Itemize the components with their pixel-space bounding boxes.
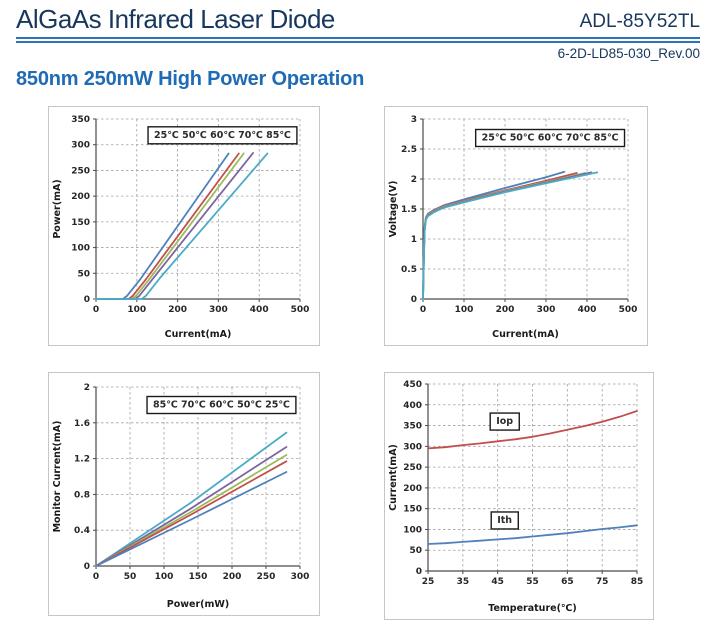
svg-text:450: 450 xyxy=(403,380,422,390)
svg-text:400: 400 xyxy=(403,401,422,411)
svg-text:0: 0 xyxy=(93,305,99,315)
page-header: AlGaAs Infrared Laser Diode ADL-85Y52TL … xyxy=(0,0,714,61)
svg-text:25℃ 50℃ 60℃ 70℃ 85℃: 25℃ 50℃ 60℃ 70℃ 85℃ xyxy=(482,133,619,144)
chart-monitor-current-vs-power: 0 50 100 150 200 250 300 0 0.4 0.8 1.2 1.6 2 Power(mW… xyxy=(48,372,320,616)
chart-voltage-vs-current-svg: 0 100 200 300 400 500 0 0.5 1 1.5 2 2.5 3 Current(mA)… xyxy=(388,115,638,340)
svg-text:1.5: 1.5 xyxy=(401,205,417,215)
svg-text:300: 300 xyxy=(403,442,422,452)
svg-text:0: 0 xyxy=(420,305,426,315)
svg-text:300: 300 xyxy=(71,141,90,151)
svg-text:100: 100 xyxy=(155,572,174,582)
svg-text:150: 150 xyxy=(403,505,422,515)
svg-text:0.5: 0.5 xyxy=(401,265,417,275)
svg-text:250: 250 xyxy=(403,463,422,473)
svg-text:2: 2 xyxy=(84,383,90,393)
svg-text:Current(mA): Current(mA) xyxy=(492,329,559,340)
chart-power-vs-current-svg: 0 100 200 300 400 500 0 50 100 150 200 250 300 350 Cur… xyxy=(52,115,310,340)
svg-text:500: 500 xyxy=(619,305,638,315)
svg-text:35: 35 xyxy=(457,577,470,587)
svg-text:0: 0 xyxy=(411,295,417,305)
svg-text:150: 150 xyxy=(189,572,208,582)
svg-text:200: 200 xyxy=(496,305,515,315)
svg-text:Power(mA): Power(mA) xyxy=(52,179,63,238)
svg-text:3: 3 xyxy=(411,115,417,125)
svg-text:Ith: Ith xyxy=(497,515,512,526)
chart-current-vs-temperature: 25 35 45 55 65 75 85 0 50 100 150 200 250 300 350 400 45… xyxy=(384,372,654,620)
svg-text:300: 300 xyxy=(209,305,228,315)
svg-text:1: 1 xyxy=(411,235,417,245)
svg-text:400: 400 xyxy=(250,305,269,315)
svg-text:250: 250 xyxy=(257,572,276,582)
svg-text:150: 150 xyxy=(71,218,90,228)
chart-current-vs-temperature-svg: 25 35 45 55 65 75 85 0 50 100 150 200 250 300 350 400 45… xyxy=(388,380,644,614)
svg-text:1.2: 1.2 xyxy=(74,455,90,465)
svg-text:100: 100 xyxy=(127,305,146,315)
svg-text:350: 350 xyxy=(71,115,90,125)
svg-text:200: 200 xyxy=(403,484,422,494)
svg-text:0: 0 xyxy=(93,572,99,582)
svg-text:300: 300 xyxy=(537,305,556,315)
header-double-rule xyxy=(16,36,700,43)
svg-text:85℃ 70℃ 60℃ 50℃ 25℃: 85℃ 70℃ 60℃ 50℃ 25℃ xyxy=(153,400,290,411)
part-number: ADL-85Y52TL xyxy=(579,10,700,32)
svg-text:85: 85 xyxy=(631,577,644,587)
document-revision: 6-2D-LD85-030_Rev.00 xyxy=(557,45,700,61)
svg-text:0: 0 xyxy=(84,562,90,572)
svg-text:55: 55 xyxy=(526,577,539,587)
svg-text:0.8: 0.8 xyxy=(74,490,90,500)
svg-text:0.4: 0.4 xyxy=(74,526,90,536)
svg-text:Monitor Current(mA): Monitor Current(mA) xyxy=(52,421,63,533)
svg-text:500: 500 xyxy=(291,305,310,315)
svg-text:100: 100 xyxy=(455,305,474,315)
chart-power-vs-current: 0 100 200 300 400 500 0 50 100 150 200 250 300 350 Cur… xyxy=(48,106,320,346)
section-heading: 850nm 250mW High Power Operation xyxy=(16,67,365,90)
svg-text:2.5: 2.5 xyxy=(401,145,417,155)
svg-text:50: 50 xyxy=(124,572,137,582)
svg-text:Temperature(℃): Temperature(℃) xyxy=(488,603,577,614)
svg-text:100: 100 xyxy=(403,525,422,535)
svg-text:0: 0 xyxy=(84,295,90,305)
title-row: AlGaAs Infrared Laser Diode ADL-85Y52TL xyxy=(16,4,700,35)
svg-text:25: 25 xyxy=(422,577,435,587)
svg-text:1.6: 1.6 xyxy=(74,419,90,429)
svg-text:50: 50 xyxy=(409,546,422,556)
svg-text:50: 50 xyxy=(77,269,90,279)
svg-text:250: 250 xyxy=(71,166,90,176)
svg-text:200: 200 xyxy=(71,192,90,202)
product-title: AlGaAs Infrared Laser Diode xyxy=(16,4,335,34)
svg-text:Current(mA): Current(mA) xyxy=(165,329,232,340)
svg-text:Iop: Iop xyxy=(496,416,513,427)
chart-monitor-current-vs-power-svg: 0 50 100 150 200 250 300 0 0.4 0.8 1.2 1.6 2 Power(mW… xyxy=(52,383,310,610)
svg-text:300: 300 xyxy=(291,572,310,582)
svg-text:25℃ 50℃ 60℃ 70℃ 85℃: 25℃ 50℃ 60℃ 70℃ 85℃ xyxy=(154,130,291,141)
svg-text:45: 45 xyxy=(491,577,504,587)
svg-text:200: 200 xyxy=(168,305,187,315)
svg-text:0: 0 xyxy=(416,567,422,577)
svg-text:Power(mW): Power(mW) xyxy=(167,599,229,610)
svg-text:2: 2 xyxy=(411,175,417,185)
svg-text:200: 200 xyxy=(223,572,242,582)
svg-text:Current(mA): Current(mA) xyxy=(388,444,399,511)
svg-text:65: 65 xyxy=(561,577,574,587)
svg-text:400: 400 xyxy=(578,305,597,315)
svg-text:Voltage(V): Voltage(V) xyxy=(388,181,399,238)
chart-voltage-vs-current: 0 100 200 300 400 500 0 0.5 1 1.5 2 2.5 3 Current(mA)… xyxy=(384,106,648,346)
svg-text:75: 75 xyxy=(596,577,609,587)
svg-text:350: 350 xyxy=(403,422,422,432)
svg-text:100: 100 xyxy=(71,244,90,254)
